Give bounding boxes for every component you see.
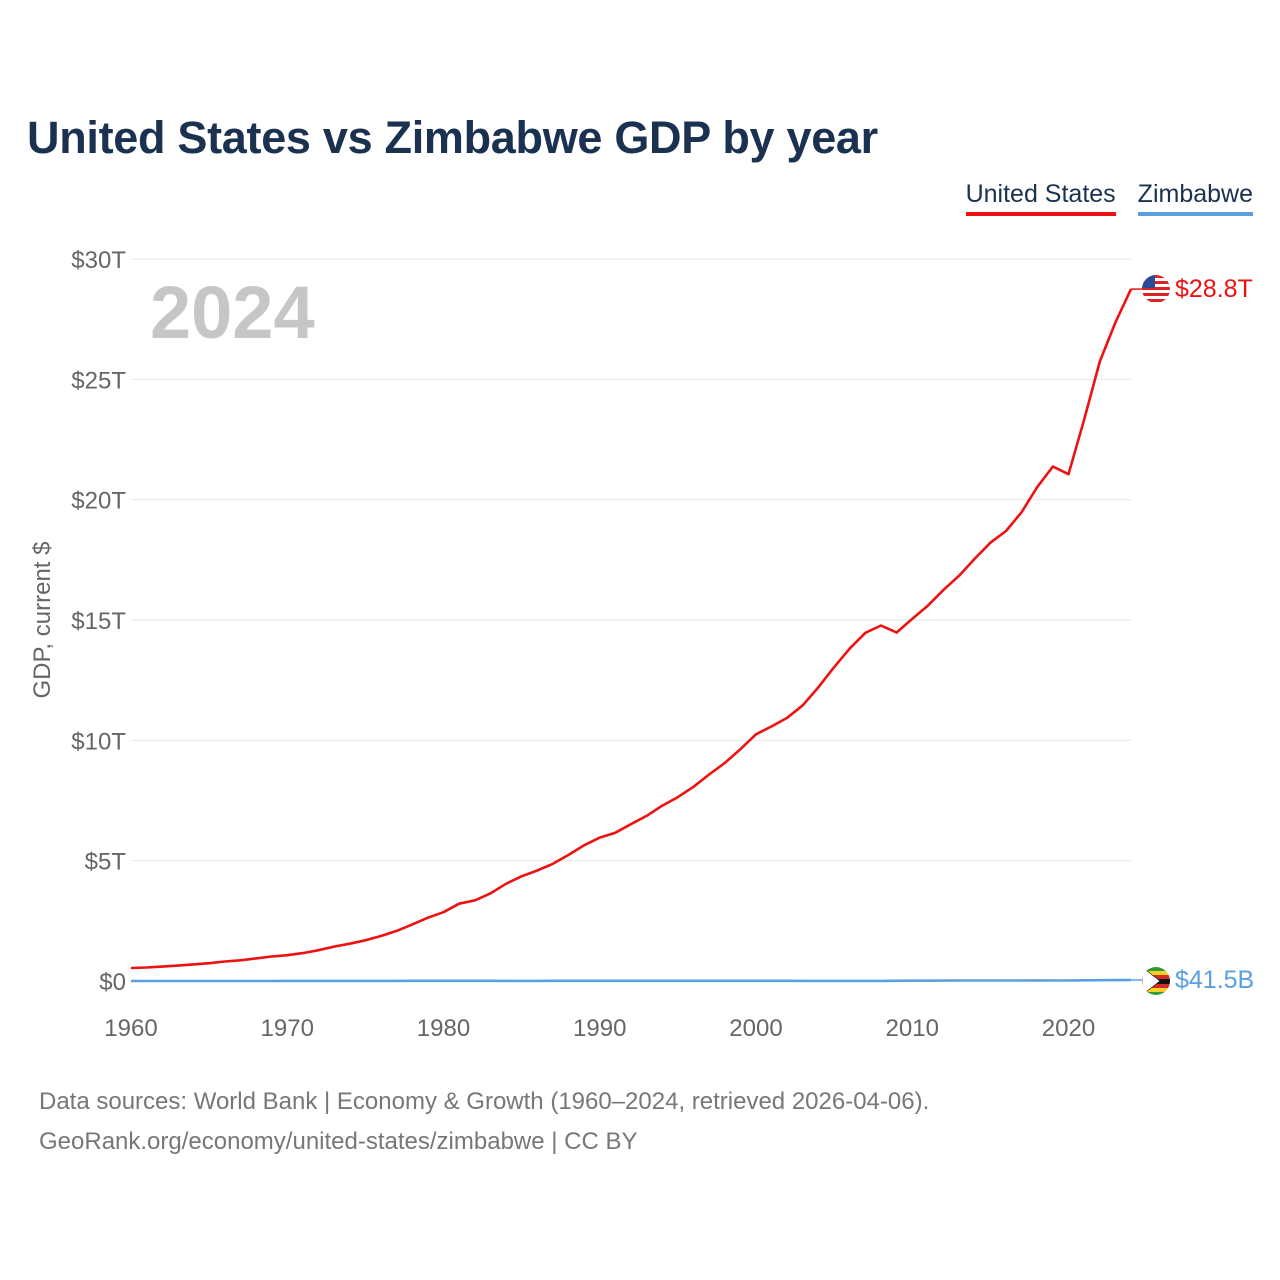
legend-item-united-states[interactable]: United States	[965, 180, 1116, 216]
data-sources-text: Data sources: World Bank | Economy & Gro…	[39, 1088, 930, 1115]
gdp-chart: 2024 $0$5T$10T$15T$20T$25T$30T 1960 1970 1…	[29, 247, 1254, 1042]
x-tick-label: 2010	[886, 1015, 939, 1042]
x-tick-label: 1960	[104, 1015, 157, 1042]
grid-lines	[131, 258, 1131, 982]
x-tick-label: 1970	[261, 1015, 314, 1042]
end-value-label: $28.8T	[1175, 275, 1253, 303]
united-states-flag-icon	[1142, 275, 1170, 303]
end-labels: $28.8T $41.5B	[1131, 275, 1254, 994]
series-lines	[130, 288, 1133, 983]
y-tick-label: $15T	[71, 608, 126, 635]
y-tick-label: $20T	[71, 488, 126, 515]
y-tick-label: $0	[99, 969, 126, 996]
y-tick-label: $25T	[71, 367, 126, 394]
series-line-zimbabwe[interactable]	[131, 978, 1132, 983]
x-tick-label: 2000	[729, 1015, 782, 1042]
y-axis-ticks: $0 $5T $10T $15T $20T $25T $30T	[71, 247, 126, 996]
legend: United States Zimbabwe	[965, 180, 1253, 216]
x-tick-label: 2020	[1042, 1015, 1095, 1042]
y-tick-label: $5T	[85, 849, 127, 876]
end-value-label: $41.5B	[1175, 966, 1254, 994]
zimbabwe-flag-icon	[1142, 967, 1170, 995]
y-axis-label: GDP, current $	[29, 542, 56, 699]
x-tick-label: 1990	[573, 1015, 626, 1042]
y-tick-label: $30T	[71, 247, 126, 274]
x-axis-ticks: 1960 1970 1980 1990 2000 2010 2020	[104, 1015, 1095, 1042]
x-tick-label: 1980	[417, 1015, 470, 1042]
series-line-united-states[interactable]	[130, 288, 1133, 970]
footer: Data sources: World Bank | Economy & Gro…	[39, 1082, 929, 1162]
legend-item-zimbabwe[interactable]: Zimbabwe	[1137, 180, 1253, 216]
y-tick-label: $10T	[71, 728, 126, 755]
year-watermark: 2024	[150, 271, 315, 354]
page-title: United States vs Zimbabwe GDP by year	[27, 112, 878, 163]
attribution-text: GeoRank.org/economy/united-states/zimbab…	[39, 1128, 638, 1155]
